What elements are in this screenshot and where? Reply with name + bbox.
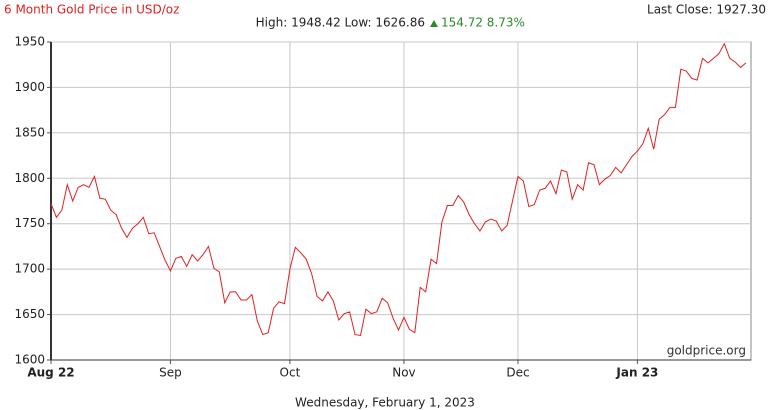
y-tick-label: 1700: [14, 262, 45, 276]
x-tick-label: Oct: [280, 366, 301, 380]
stats: High: 1948.42 Low: 1626.86: [256, 16, 425, 30]
y-tick-label: 1900: [14, 80, 45, 94]
y-tick-label: 1650: [14, 307, 45, 321]
x-tick-label: Aug 22: [27, 366, 74, 380]
last-close: Last Close: 1927.30: [647, 3, 766, 17]
y-tick-label: 1950: [14, 35, 45, 49]
y-tick-label: 1750: [14, 216, 45, 230]
x-tick-label: Nov: [392, 366, 415, 380]
watermark: goldprice.org: [667, 344, 746, 358]
x-tick-label: Sep: [159, 366, 182, 380]
y-tick-label: 1600: [14, 353, 45, 367]
change: 154.72 8.73%: [441, 16, 525, 30]
x-tick-label: Jan 23: [615, 366, 658, 380]
plot-area: [50, 41, 752, 361]
price-line: [50, 42, 747, 337]
chart-title: 6 Month Gold Price in USD/oz: [4, 3, 179, 17]
footer-date: Wednesday, February 1, 2023: [295, 396, 475, 410]
y-tick-label: 1800: [14, 171, 45, 185]
y-tick-label: 1850: [14, 125, 45, 139]
up-arrow: [430, 20, 438, 27]
x-tick-label: Dec: [506, 366, 529, 380]
